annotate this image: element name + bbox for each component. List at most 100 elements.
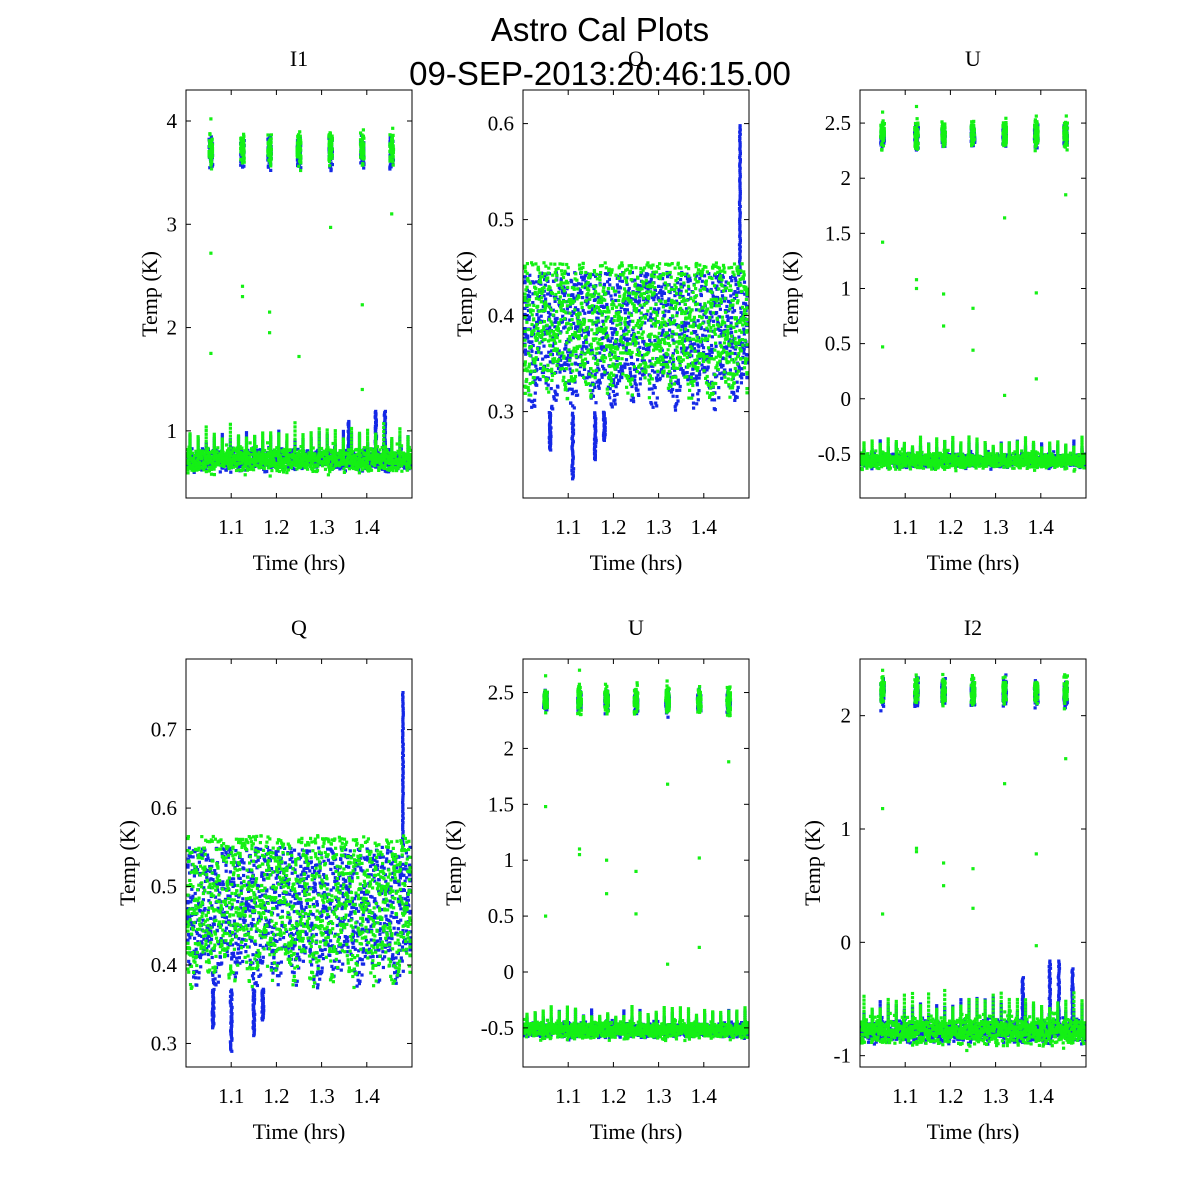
data-point <box>601 319 605 323</box>
data-point <box>618 286 623 290</box>
data-point <box>343 460 347 464</box>
bump-point <box>357 443 362 447</box>
data-point <box>610 298 614 302</box>
data-point <box>625 337 629 341</box>
cal-point <box>297 151 301 155</box>
data-point <box>633 278 637 282</box>
data-point <box>567 381 571 385</box>
bump-point <box>244 451 249 455</box>
data-point <box>546 383 550 387</box>
data-point <box>597 311 601 315</box>
bump-point <box>382 442 386 446</box>
data-point <box>549 293 553 297</box>
series-green <box>186 117 412 478</box>
data-point <box>715 311 719 315</box>
data-point <box>224 468 228 472</box>
outlier-point <box>209 117 213 121</box>
data-point <box>611 389 615 394</box>
data-point <box>192 456 196 460</box>
data-point <box>695 402 699 406</box>
data-point <box>212 473 216 477</box>
data-point <box>591 389 595 393</box>
data-point <box>234 468 239 473</box>
bump-point <box>309 434 313 438</box>
data-point <box>619 305 623 310</box>
data-point <box>394 466 398 470</box>
bump-point <box>261 443 265 447</box>
data-point <box>660 297 664 301</box>
data-point <box>550 336 555 340</box>
cal-point <box>267 158 271 162</box>
bump-point <box>390 439 394 443</box>
data-point <box>297 449 301 453</box>
data-point <box>658 376 662 380</box>
data-point <box>696 343 700 347</box>
data-point <box>655 404 659 408</box>
data-point <box>598 381 602 385</box>
data-point <box>593 373 597 377</box>
data-point <box>605 272 609 276</box>
bump-point <box>285 458 289 462</box>
data-point <box>582 341 586 345</box>
cal-point <box>208 166 212 170</box>
cal-point <box>242 132 246 136</box>
cal-point <box>208 142 212 146</box>
bump-point <box>212 438 216 442</box>
data-point <box>659 333 663 337</box>
data-point <box>648 280 653 284</box>
bump-point <box>285 444 289 448</box>
bump-point <box>341 451 345 455</box>
data-point <box>697 376 701 380</box>
bump-point <box>196 435 200 439</box>
data-point <box>403 466 407 470</box>
data-point <box>632 400 636 404</box>
bump-point <box>374 455 378 459</box>
data-point <box>594 274 598 278</box>
data-point <box>542 294 546 298</box>
data-point <box>298 455 302 459</box>
data-point <box>361 464 365 468</box>
bump-point <box>382 434 386 438</box>
bump-point <box>309 443 313 447</box>
cal-point <box>298 147 302 151</box>
data-point <box>302 464 307 468</box>
data-point <box>588 310 592 314</box>
data-point <box>568 318 572 322</box>
data-point <box>606 385 610 389</box>
cal-point <box>269 140 273 144</box>
data-point <box>628 370 632 374</box>
bump-point <box>382 458 386 462</box>
data-point <box>711 294 715 298</box>
data-point <box>523 306 527 310</box>
data-point <box>642 359 646 363</box>
y-tick-label: 2 <box>167 316 178 340</box>
bump-point <box>341 433 345 437</box>
data-point <box>586 330 590 334</box>
data-point <box>336 451 340 455</box>
data-point <box>581 344 586 348</box>
data-point <box>694 377 698 381</box>
data-point <box>234 456 238 460</box>
data-point <box>561 314 565 318</box>
data-point <box>540 340 544 344</box>
data-point <box>680 332 684 336</box>
cal-point <box>390 137 394 141</box>
bump-point <box>196 455 200 459</box>
data-point <box>699 293 703 298</box>
data-point <box>283 467 287 471</box>
data-point <box>265 469 269 474</box>
data-point <box>252 468 256 472</box>
data-point <box>709 287 713 292</box>
data-point <box>674 381 678 385</box>
outlier-point <box>240 295 245 299</box>
data-point <box>696 392 700 396</box>
data-point <box>530 340 534 344</box>
data-point <box>275 446 279 450</box>
data-point <box>633 378 637 382</box>
bump-point <box>341 437 345 441</box>
data-point <box>608 283 612 287</box>
data-point <box>609 294 613 298</box>
data-point <box>536 330 540 334</box>
bump-point <box>341 446 345 450</box>
